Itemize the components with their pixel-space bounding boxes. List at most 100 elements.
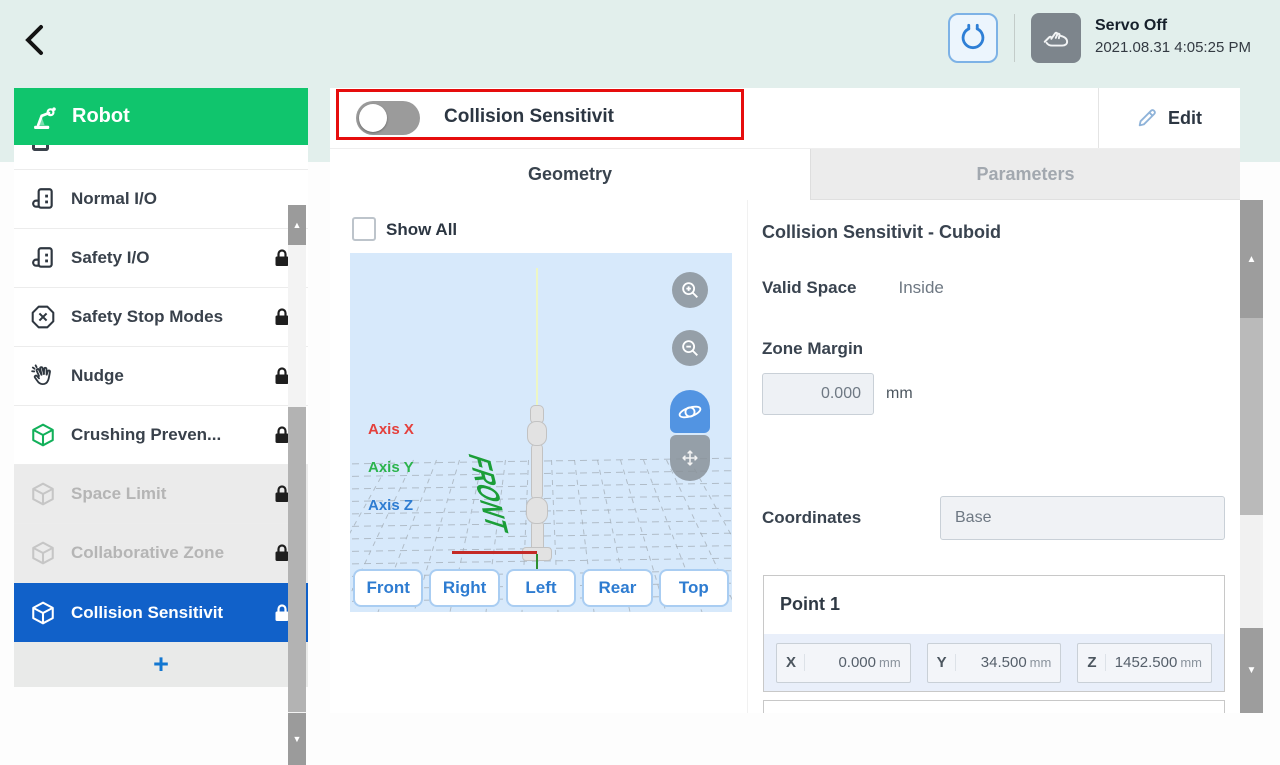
toggle-label: Collision Sensitivit bbox=[444, 106, 614, 127]
unit-label: mm bbox=[879, 655, 901, 670]
divider bbox=[1098, 88, 1099, 148]
show-all-label: Show All bbox=[386, 220, 458, 239]
sidebar-item-normal-io[interactable]: Normal I/O bbox=[14, 170, 308, 229]
servo-status: Servo Off bbox=[1095, 17, 1168, 34]
cube-icon bbox=[30, 540, 56, 566]
hand-guiding-badge[interactable] bbox=[1031, 13, 1081, 63]
geometry-content: Show All Axis X Axis Y Axis Z FRONT bbox=[330, 200, 1240, 713]
scroll-up-icon[interactable]: ▲ bbox=[288, 205, 306, 245]
sidebar-item-space-limit[interactable]: Space Limit bbox=[14, 465, 308, 524]
lock-icon bbox=[270, 423, 294, 447]
sidebar-item-collaborative-zone[interactable]: Collaborative Zone bbox=[14, 524, 308, 583]
status-timestamp: 2021.08.31 4:05:25 PM bbox=[1095, 39, 1251, 56]
orbit-icon bbox=[677, 399, 703, 425]
scroll-down-icon[interactable]: ▼ bbox=[1240, 628, 1263, 713]
lock-icon bbox=[270, 541, 294, 565]
sidebar-item-collision-sensitivity[interactable]: Collision Sensitivit bbox=[14, 583, 308, 642]
scrollbar-thumb[interactable] bbox=[1240, 318, 1263, 515]
sidebar-item-label: Collision Sensitivit bbox=[71, 602, 224, 622]
sidebar-title: Robot bbox=[72, 105, 130, 127]
view-rear-button[interactable]: Rear bbox=[582, 569, 653, 607]
scroll-up-icon[interactable]: ▲ bbox=[1240, 200, 1263, 318]
zone-margin-input[interactable]: 0.000 bbox=[762, 373, 874, 415]
pan-view-button[interactable] bbox=[670, 435, 710, 481]
edit-label: Edit bbox=[1168, 107, 1202, 128]
collision-sensitivity-toggle[interactable] bbox=[356, 101, 420, 135]
sidebar-item-label: Space Limit bbox=[71, 484, 167, 503]
sidebar: Robot Normal I/O Safety I/O Safety Stop … bbox=[14, 88, 308, 765]
scrollbar-thumb[interactable] bbox=[288, 407, 306, 712]
magnifier-plus-icon bbox=[679, 279, 701, 301]
toggle-row: Collision Sensitivit Edit bbox=[330, 88, 1240, 148]
sidebar-item-label: Safety I/O bbox=[71, 248, 150, 267]
lock-icon bbox=[270, 246, 294, 270]
back-chevron-icon bbox=[21, 23, 47, 57]
axis-letter: Y bbox=[937, 654, 956, 671]
sidebar-item-safety-stop-modes[interactable]: Safety Stop Modes bbox=[14, 288, 308, 347]
axis-letter: Z bbox=[1087, 654, 1106, 671]
point-z-field[interactable]: Z 1452.500 mm bbox=[1077, 642, 1213, 683]
gripper-button[interactable] bbox=[948, 13, 998, 63]
divider bbox=[747, 200, 748, 713]
sidebar-item-crushing-prevention[interactable]: Crushing Preven... bbox=[14, 406, 308, 465]
3d-viewport[interactable]: Axis X Axis Y Axis Z FRONT bbox=[350, 253, 732, 612]
point-x-field[interactable]: X 0.000 mm bbox=[776, 642, 911, 683]
toggle-knob bbox=[359, 104, 387, 132]
view-top-button[interactable]: Top bbox=[658, 569, 730, 607]
io-icon bbox=[30, 186, 56, 212]
edit-button[interactable]: Edit bbox=[1098, 88, 1240, 148]
zoom-in-button[interactable] bbox=[672, 272, 708, 308]
back-button[interactable] bbox=[14, 18, 54, 62]
sidebar-item-nudge[interactable]: Nudge bbox=[14, 347, 308, 406]
coordinates-select[interactable]: Base bbox=[940, 496, 1225, 540]
view-buttons: Front Right Left Rear Top bbox=[353, 569, 730, 607]
sidebar-menu: Normal I/O Safety I/O Safety Stop Modes bbox=[14, 145, 308, 765]
coordinates-label: Coordinates bbox=[762, 508, 862, 527]
tab-geometry[interactable]: Geometry bbox=[330, 149, 810, 200]
zone-margin-label: Zone Margin bbox=[762, 339, 864, 358]
tab-bar: Geometry Parameters bbox=[330, 148, 1240, 200]
sidebar-scrollbar[interactable]: ▲ ▼ bbox=[288, 205, 306, 765]
main-scrollbar[interactable]: ▲ ▼ bbox=[1240, 200, 1263, 713]
view-left-button[interactable]: Left bbox=[505, 569, 577, 607]
robot-arm-icon bbox=[30, 103, 58, 131]
point-1-card: Point 1 X 0.000 mm Y 34.500 mm Z 1452.50… bbox=[763, 575, 1225, 692]
octagon-x-icon bbox=[30, 304, 56, 330]
sidebar-item-label: Nudge bbox=[71, 366, 124, 385]
axis-letter: X bbox=[786, 654, 806, 671]
tab-label: Geometry bbox=[527, 164, 613, 184]
view-front-button[interactable]: Front bbox=[353, 569, 424, 607]
sidebar-item-safety-io[interactable]: Safety I/O bbox=[14, 229, 308, 288]
zoom-out-button[interactable] bbox=[672, 330, 708, 366]
point-coordinates-row: X 0.000 mm Y 34.500 mm Z 1452.500 mm bbox=[764, 634, 1224, 691]
tool-axis-line bbox=[536, 268, 538, 408]
rotate-view-button[interactable] bbox=[670, 390, 710, 433]
robot-status: Servo Off 2021.08.31 4:05:25 PM bbox=[1095, 17, 1251, 56]
plus-icon: + bbox=[153, 649, 169, 679]
top-bar-divider bbox=[1014, 14, 1015, 62]
hand-icon bbox=[1038, 20, 1074, 56]
lock-icon bbox=[270, 601, 294, 625]
view-right-button[interactable]: Right bbox=[429, 569, 500, 607]
pencil-icon bbox=[1136, 107, 1158, 129]
zone-margin-unit: mm bbox=[886, 385, 913, 402]
lock-icon bbox=[270, 364, 294, 388]
zone-heading: Collision Sensitivit - Cuboid bbox=[762, 222, 1002, 242]
scroll-down-icon[interactable]: ▼ bbox=[288, 713, 306, 765]
point-title: Point 1 bbox=[780, 594, 841, 614]
add-zone-button[interactable]: + bbox=[14, 642, 308, 687]
show-all-checkbox[interactable] bbox=[352, 217, 376, 241]
x-axis-line bbox=[452, 551, 537, 554]
sidebar-item-label: Safety Stop Modes bbox=[71, 307, 224, 326]
nudge-hand-icon bbox=[30, 363, 56, 389]
tab-label: Parameters bbox=[976, 163, 1075, 184]
point-y-field[interactable]: Y 34.500 mm bbox=[926, 642, 1062, 683]
tab-parameters[interactable]: Parameters bbox=[810, 149, 1240, 200]
axis-y-label: Axis Y bbox=[368, 459, 414, 476]
lock-icon bbox=[270, 305, 294, 329]
sidebar-item-partial[interactable] bbox=[14, 145, 308, 170]
cube-icon bbox=[30, 600, 56, 626]
coordinate-value: 0.000 bbox=[838, 654, 876, 671]
sidebar-header: Robot bbox=[14, 88, 308, 145]
coordinate-value: 34.500 bbox=[980, 654, 1027, 671]
